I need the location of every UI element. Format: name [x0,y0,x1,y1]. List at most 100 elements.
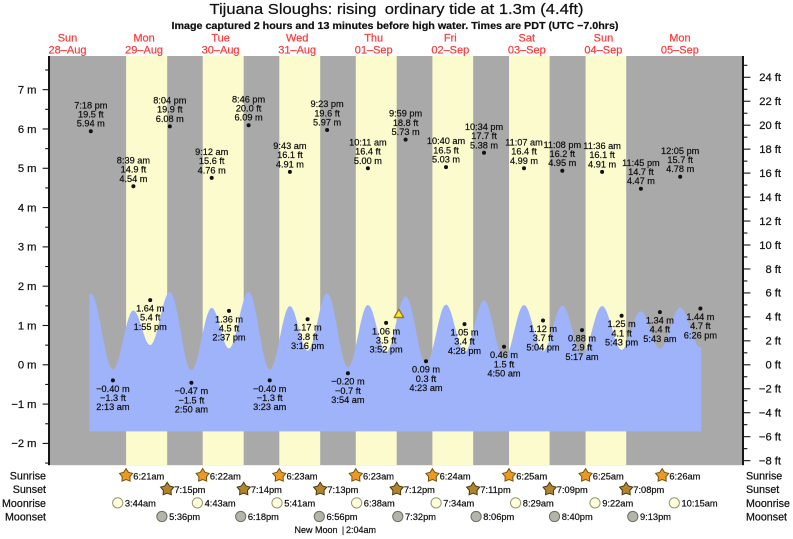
svg-text:1.34 m: 1.34 m [646,316,674,326]
svg-text:8 ft: 8 ft [765,264,781,276]
svg-text:6 m: 6 m [18,124,37,136]
svg-text:3.7 ft: 3.7 ft [533,333,554,343]
svg-text:9:22am: 9:22am [602,499,633,509]
svg-text:Mon: Mon [133,32,154,44]
svg-text:11:07 am: 11:07 am [505,137,543,147]
svg-text:4:50 am: 4:50 am [487,369,521,379]
svg-text:19.6 ft: 19.6 ft [314,108,340,118]
svg-text:−1.5 ft: −1.5 ft [179,395,205,405]
svg-text:−1 m: −1 m [11,399,36,411]
svg-text:−4 ft: −4 ft [759,408,782,420]
svg-text:19.9 ft: 19.9 ft [157,105,183,115]
svg-text:16.4 ft: 16.4 ft [511,147,537,157]
svg-text:Moonrise: Moonrise [746,498,790,510]
svg-text:9:43 am: 9:43 am [273,141,307,151]
svg-text:28–Aug: 28–Aug [49,45,87,57]
svg-text:3:23 am: 3:23 am [253,402,287,412]
svg-text:Moonset: Moonset [5,511,46,523]
svg-text:5:17 am: 5:17 am [565,352,599,362]
svg-text:1.36 m: 1.36 m [215,314,243,324]
svg-text:1.25 m: 1.25 m [608,319,636,329]
svg-text:Sunset: Sunset [746,484,779,496]
svg-text:14.9 ft: 14.9 ft [121,165,147,175]
svg-text:7:32pm: 7:32pm [405,512,436,522]
svg-text:5 m: 5 m [18,163,37,175]
svg-text:−0.40 m: −0.40 m [96,384,130,394]
svg-text:7:09pm: 7:09pm [557,485,588,495]
svg-text:5:43 pm: 5:43 pm [605,338,639,348]
svg-text:1.44 m: 1.44 m [686,312,714,322]
svg-text:5.00 m: 5.00 m [354,156,382,166]
svg-text:8:39 am: 8:39 am [117,155,151,165]
svg-text:6 ft: 6 ft [765,288,781,300]
svg-text:Moonset: Moonset [746,511,787,523]
svg-text:5.73 m: 5.73 m [392,127,420,137]
svg-text:7:11pm: 7:11pm [480,485,511,495]
svg-text:16.1 ft: 16.1 ft [277,150,303,160]
svg-text:19.5 ft: 19.5 ft [78,110,104,120]
svg-text:New Moon | 2:04am: New Moon | 2:04am [295,525,376,535]
svg-text:Sunrise: Sunrise [746,471,782,483]
svg-text:0.88 m: 0.88 m [568,334,596,344]
svg-text:8:06pm: 8:06pm [483,512,514,522]
svg-text:−1.3 ft: −1.3 ft [257,393,283,403]
svg-text:16.1 ft: 16.1 ft [589,150,615,160]
svg-text:1.64 m: 1.64 m [136,304,164,314]
svg-text:2 m: 2 m [18,281,37,293]
svg-text:Mon: Mon [669,32,690,44]
svg-text:10:15am: 10:15am [682,499,718,509]
svg-text:0 ft: 0 ft [765,360,781,372]
svg-text:Moonrise: Moonrise [2,498,46,510]
svg-text:16.2 ft: 16.2 ft [550,149,576,159]
svg-text:5.4 ft: 5.4 ft [140,313,161,323]
svg-text:6:26 pm: 6:26 pm [684,330,718,340]
svg-text:10:34 pm: 10:34 pm [465,122,504,132]
svg-text:24 ft: 24 ft [759,72,782,84]
svg-text:2:37 pm: 2:37 pm [212,333,246,343]
svg-text:4.54 m: 4.54 m [119,174,147,184]
svg-text:6.09 m: 6.09 m [235,113,263,123]
svg-text:Sat: Sat [519,32,536,44]
svg-text:8:46 pm: 8:46 pm [232,94,266,104]
svg-text:14.7 ft: 14.7 ft [628,167,654,177]
svg-text:6:21am: 6:21am [133,471,164,481]
svg-text:03–Sep: 03–Sep [508,45,546,57]
svg-text:8:29am: 8:29am [523,499,554,509]
svg-text:3.8 ft: 3.8 ft [297,332,318,342]
svg-text:11:45 pm: 11:45 pm [622,158,660,168]
svg-text:Image captured 2 hours and 13: Image captured 2 hours and 13 minutes be… [172,21,619,32]
svg-text:4.99 m: 4.99 m [510,156,538,166]
svg-text:4:28 pm: 4:28 pm [448,346,482,356]
svg-text:14 ft: 14 ft [759,192,782,204]
svg-text:6:23am: 6:23am [363,471,394,481]
svg-text:4.78 m: 4.78 m [666,164,694,174]
svg-text:20 ft: 20 ft [759,120,782,132]
svg-text:5.97 m: 5.97 m [313,118,341,128]
svg-text:Sunset: Sunset [13,484,46,496]
svg-text:17.7 ft: 17.7 ft [471,131,497,141]
svg-text:3:44am: 3:44am [125,499,156,509]
svg-text:−8 ft: −8 ft [759,455,782,467]
svg-text:8:40pm: 8:40pm [562,512,593,522]
svg-text:Thu: Thu [364,32,383,44]
svg-text:12 ft: 12 ft [759,216,782,228]
svg-text:5:41am: 5:41am [284,499,315,509]
svg-text:7:13pm: 7:13pm [327,485,358,495]
svg-text:4.76 m: 4.76 m [198,165,226,175]
svg-text:10:40 am: 10:40 am [427,136,466,146]
svg-text:−2 ft: −2 ft [759,384,782,396]
svg-text:8:04 pm: 8:04 pm [153,96,187,106]
svg-text:10 ft: 10 ft [759,240,782,252]
svg-text:4.91 m: 4.91 m [276,159,304,169]
svg-text:4.7 ft: 4.7 ft [690,321,711,331]
svg-text:Fri: Fri [444,32,457,44]
svg-text:30–Aug: 30–Aug [202,45,240,57]
svg-text:12:05 pm: 12:05 pm [661,146,700,156]
svg-text:1.06 m: 1.06 m [372,326,400,336]
svg-text:0.46 m: 0.46 m [490,350,518,360]
svg-text:5:04 pm: 5:04 pm [526,342,560,352]
svg-text:6:38am: 6:38am [364,499,395,509]
svg-text:4.91 m: 4.91 m [588,159,616,169]
svg-text:−0.7 ft: −0.7 ft [335,386,361,396]
svg-text:Sun: Sun [594,32,614,44]
